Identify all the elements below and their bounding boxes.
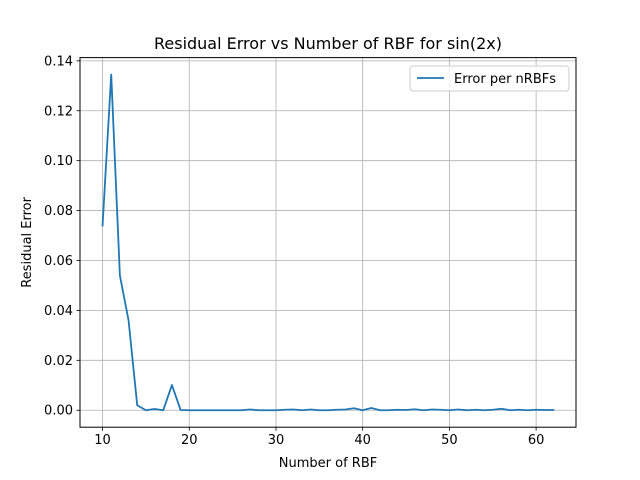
legend-box <box>409 65 570 92</box>
grid-lines <box>80 57 576 428</box>
y-tick-label: 0.04 <box>44 304 73 319</box>
y-axis-ticks: 0.00 0.02 0.04 0.06 0.08 0.10 0.12 0.14 <box>44 54 80 419</box>
x-axis-ticks: 10 20 30 40 50 60 <box>94 427 544 448</box>
chart-title: Residual Error vs Number of RBF for sin(… <box>154 34 502 53</box>
y-tick-label: 0.00 <box>44 404 73 419</box>
legend: Error per nRBFs <box>409 65 570 92</box>
series-layer <box>101 73 555 412</box>
x-tick-label: 40 <box>354 433 371 448</box>
x-tick-label: 50 <box>441 433 458 448</box>
x-tick-label: 60 <box>528 433 545 448</box>
plot-area-frame <box>79 57 577 428</box>
y-tick-label: 0.08 <box>44 204 73 219</box>
x-tick-label: 20 <box>181 433 198 448</box>
y-tick-label: 0.06 <box>44 254 73 269</box>
x-tick-label: 10 <box>94 433 111 448</box>
series-line <box>101 73 555 412</box>
legend-label: Error per nRBFs <box>454 72 556 87</box>
y-tick-label: 0.14 <box>44 54 73 69</box>
x-tick-label: 30 <box>268 433 285 448</box>
y-tick-label: 0.10 <box>44 154 73 169</box>
y-tick-label: 0.12 <box>44 104 73 119</box>
plot-area-background <box>80 57 576 428</box>
y-axis-title: Residual Error <box>20 196 35 287</box>
y-tick-label: 0.02 <box>44 354 73 369</box>
x-axis-title: Number of RBF <box>279 456 377 471</box>
